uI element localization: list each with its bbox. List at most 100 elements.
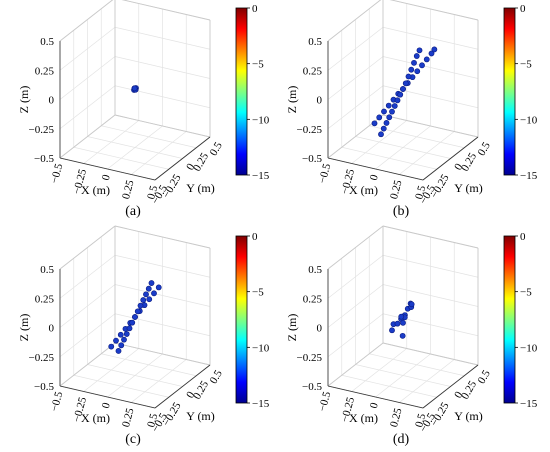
grid-line: [369, 353, 465, 377]
grid-line: [382, 26, 479, 50]
box-edge: [327, 0, 382, 42]
box-edge: [327, 342, 384, 387]
colorbar: [236, 236, 247, 403]
z-tick-label: 0.5: [40, 264, 54, 276]
data-point: [391, 103, 398, 109]
z-tick-label: −0.5: [302, 153, 322, 165]
data-point: [117, 331, 124, 338]
colorbar-tick-label: 0: [252, 231, 258, 243]
chart-panel: 0.50.250−0.25−0.5−0.5 −0.25 00.25 0.50.50.2…: [17, 0, 270, 219]
z-tick-label: −0.5: [302, 381, 322, 393]
z-tick-label: 0: [317, 323, 323, 335]
grid-line: [375, 125, 431, 170]
x-axis-label: X (m): [81, 183, 110, 197]
x-axis-label: X (m): [349, 183, 378, 197]
data-point: [126, 325, 133, 332]
data-points: [108, 280, 162, 354]
z-tick-label: −0.25: [29, 124, 55, 136]
data-point: [131, 85, 138, 92]
grid-line: [114, 254, 211, 278]
colorbar-tick-label: −15: [252, 170, 270, 182]
colorbar-tick-label: 0: [520, 3, 526, 15]
data-point: [143, 291, 149, 298]
z-tick-label: 0: [49, 95, 55, 107]
y-axis-line: [154, 136, 211, 181]
data-point: [428, 50, 435, 57]
z-tick-label: 0.25: [303, 65, 323, 77]
chart-panel: 0.50.250−0.25−0.5−0.5 −0.25 00.25 0.50.50.2…: [285, 0, 538, 219]
y-axis-label: Y (m): [454, 181, 483, 195]
x-axis-label: X (m): [349, 411, 378, 425]
x-tick-label: 0: [100, 173, 113, 182]
data-point: [132, 314, 138, 320]
y-tick-label: 0.5: [208, 140, 226, 158]
z-axis-label: Z (m): [17, 314, 31, 342]
x-tick-label: 0.5: [413, 184, 428, 201]
z-tick-label: 0: [49, 323, 55, 335]
z-tick-label: −0.5: [34, 381, 54, 393]
x-axis-line: [327, 157, 424, 181]
data-point: [398, 313, 405, 320]
chart-panel: 0.50.250−0.25−0.5−0.5 −0.25 00.25 0.50.50.2…: [285, 225, 538, 447]
grid-line: [131, 131, 187, 175]
box-edge: [114, 114, 211, 138]
data-point: [129, 319, 136, 326]
colorbar-tick-label: 0: [520, 231, 526, 243]
box-edge: [382, 342, 479, 366]
x-tick-label: 0: [100, 401, 113, 410]
y-tick-label: 0.5: [208, 368, 226, 386]
y-tick-label: 0: [184, 389, 197, 400]
y-tick-label: 0.5: [476, 140, 494, 158]
data-point: [385, 102, 392, 109]
colorbar-tick-label: −10: [252, 342, 270, 354]
data-point: [134, 308, 141, 315]
data-point: [419, 62, 425, 69]
colorbar-frame: [503, 235, 516, 404]
colorbar-tick-label: −5: [520, 287, 532, 299]
colorbar-tick-label: 0: [252, 3, 258, 15]
data-point: [140, 297, 147, 303]
grid-line: [131, 359, 187, 403]
z-tick-label: 0.25: [35, 293, 55, 305]
grid-line: [59, 254, 116, 299]
z-tick-label: −0.25: [297, 352, 323, 364]
colorbar-tick-label: −5: [252, 59, 264, 71]
data-point: [380, 125, 387, 132]
data-point: [386, 114, 393, 121]
box-edge: [59, 225, 116, 270]
colorbar-frame: [235, 7, 248, 176]
data-point: [431, 46, 438, 53]
y-axis-line: [422, 364, 479, 409]
data-point: [376, 114, 383, 121]
x-axis-label: X (m): [81, 411, 110, 425]
x-tick-label: 0: [368, 401, 381, 410]
panel-caption: (d): [393, 432, 410, 447]
y-axis-line: [422, 136, 479, 181]
colorbar-tick-label: −5: [520, 59, 532, 71]
box-edge: [59, 0, 114, 42]
x-tick-label: 0.25: [388, 178, 405, 200]
y-tick-label: 0: [452, 389, 465, 400]
box-edge: [389, 0, 479, 21]
data-point: [108, 343, 115, 350]
z-tick-label: 0.5: [40, 36, 54, 48]
data-point: [383, 120, 390, 126]
data-point: [371, 120, 378, 127]
grid-line: [114, 26, 211, 50]
grid-line: [382, 254, 479, 278]
x-tick-label: −0.5: [317, 390, 334, 413]
z-tick-label: −0.25: [29, 352, 55, 364]
grid-line: [327, 254, 384, 299]
grid-line: [399, 131, 455, 175]
box-edge: [382, 225, 479, 249]
y-tick-label: 0.5: [476, 368, 494, 386]
x-tick-label: 0.25: [120, 178, 137, 200]
panel-caption: (b): [393, 204, 410, 219]
panel-caption: (a): [125, 204, 141, 219]
data-point: [146, 296, 153, 303]
y-axis-line: [154, 364, 211, 409]
y-axis-label: Y (m): [454, 409, 483, 423]
data-point: [394, 320, 401, 327]
panel-caption: (c): [125, 432, 141, 447]
